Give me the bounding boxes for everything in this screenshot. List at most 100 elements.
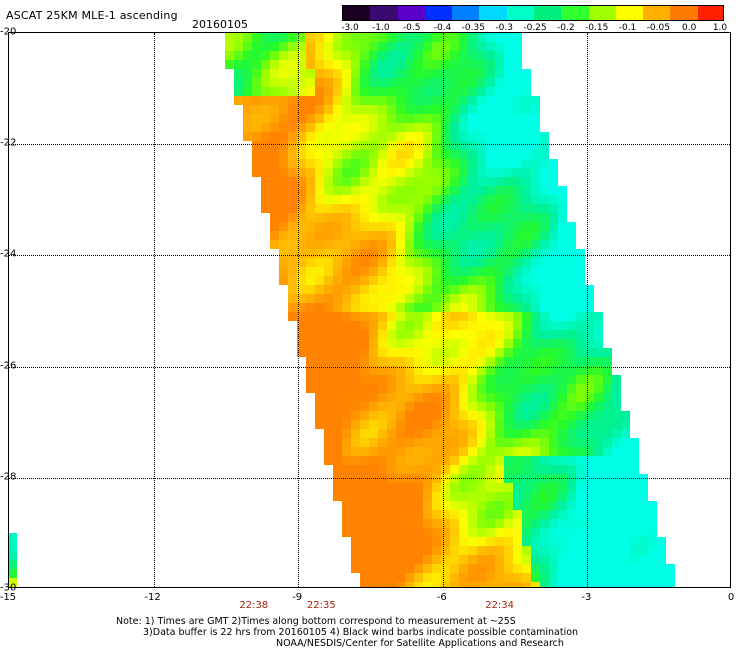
wind-cell bbox=[315, 312, 324, 321]
wind-cell bbox=[621, 510, 630, 519]
wind-cell bbox=[477, 528, 486, 537]
wind-cell bbox=[477, 249, 486, 258]
wind-cell bbox=[603, 366, 612, 375]
wind-cell bbox=[369, 78, 378, 87]
wind-cell bbox=[630, 573, 639, 582]
wind-cell bbox=[378, 141, 387, 150]
wind-cell bbox=[360, 114, 369, 123]
wind-cell bbox=[252, 132, 261, 141]
wind-cell bbox=[297, 150, 306, 159]
wind-cell bbox=[432, 33, 441, 42]
wind-cell bbox=[306, 240, 315, 249]
wind-cell bbox=[306, 276, 315, 285]
wind-cell bbox=[522, 240, 531, 249]
wind-cell bbox=[333, 69, 342, 78]
wind-cell bbox=[558, 267, 567, 276]
wind-cell bbox=[531, 249, 540, 258]
wind-cell bbox=[477, 420, 486, 429]
wind-cell bbox=[261, 69, 270, 78]
wind-cell bbox=[459, 123, 468, 132]
wind-cell bbox=[459, 186, 468, 195]
wind-cell bbox=[540, 213, 549, 222]
wind-cell bbox=[468, 267, 477, 276]
wind-cell bbox=[234, 42, 243, 51]
wind-cell bbox=[504, 312, 513, 321]
wind-cell bbox=[585, 339, 594, 348]
wind-cell bbox=[522, 357, 531, 366]
wind-cell bbox=[603, 555, 612, 564]
wind-cell bbox=[459, 267, 468, 276]
wind-cell bbox=[396, 393, 405, 402]
wind-cell bbox=[576, 555, 585, 564]
wind-cell bbox=[414, 213, 423, 222]
wind-cell bbox=[468, 105, 477, 114]
wind-cell bbox=[414, 303, 423, 312]
wind-cell bbox=[450, 69, 459, 78]
wind-cell bbox=[585, 555, 594, 564]
wind-cell bbox=[288, 33, 297, 42]
wind-cell bbox=[504, 384, 513, 393]
wind-cell bbox=[423, 231, 432, 240]
wind-cell bbox=[423, 60, 432, 69]
wind-cell bbox=[522, 168, 531, 177]
wind-cell bbox=[558, 456, 567, 465]
wind-cell bbox=[540, 582, 549, 587]
wind-cell bbox=[396, 510, 405, 519]
wind-cell bbox=[360, 357, 369, 366]
wind-cell bbox=[549, 159, 558, 168]
wind-cell bbox=[594, 429, 603, 438]
wind-cell bbox=[378, 105, 387, 114]
wind-cell bbox=[558, 438, 567, 447]
wind-cell bbox=[378, 546, 387, 555]
wind-cell bbox=[288, 231, 297, 240]
wind-cell bbox=[288, 177, 297, 186]
wind-cell bbox=[360, 312, 369, 321]
wind-cell bbox=[405, 276, 414, 285]
wind-cell bbox=[315, 51, 324, 60]
wind-cell bbox=[423, 573, 432, 582]
wind-cell bbox=[621, 411, 630, 420]
wind-cell bbox=[360, 537, 369, 546]
wind-cell bbox=[270, 69, 279, 78]
wind-cell bbox=[369, 456, 378, 465]
wind-cell bbox=[576, 546, 585, 555]
wind-cell bbox=[396, 222, 405, 231]
wind-cell bbox=[333, 105, 342, 114]
wind-cell bbox=[387, 510, 396, 519]
wind-cell bbox=[333, 177, 342, 186]
wind-cell bbox=[495, 186, 504, 195]
wind-cell bbox=[333, 438, 342, 447]
wind-cell bbox=[414, 420, 423, 429]
wind-cell bbox=[279, 276, 288, 285]
wind-cell bbox=[450, 501, 459, 510]
wind-cell bbox=[387, 483, 396, 492]
wind-cell bbox=[387, 582, 396, 587]
wind-cell bbox=[495, 249, 504, 258]
wind-cell bbox=[378, 393, 387, 402]
wind-cell bbox=[459, 141, 468, 150]
wind-cell bbox=[522, 564, 531, 573]
wind-cell bbox=[414, 501, 423, 510]
wind-cell bbox=[351, 267, 360, 276]
wind-cell bbox=[549, 510, 558, 519]
wind-cell bbox=[441, 60, 450, 69]
wind-cell bbox=[540, 375, 549, 384]
wind-cell bbox=[333, 276, 342, 285]
wind-cell bbox=[324, 204, 333, 213]
wind-cell bbox=[279, 150, 288, 159]
wind-cell bbox=[504, 105, 513, 114]
wind-cell bbox=[405, 357, 414, 366]
wind-cell bbox=[432, 159, 441, 168]
wind-cell bbox=[459, 528, 468, 537]
wind-cell bbox=[414, 240, 423, 249]
wind-cell bbox=[261, 177, 270, 186]
wind-cell bbox=[477, 393, 486, 402]
wind-cell bbox=[513, 375, 522, 384]
wind-cell bbox=[594, 438, 603, 447]
wind-cell bbox=[297, 231, 306, 240]
wind-cell bbox=[540, 267, 549, 276]
wind-cell bbox=[432, 456, 441, 465]
wind-cell bbox=[306, 303, 315, 312]
wind-cell bbox=[513, 78, 522, 87]
wind-cell bbox=[369, 321, 378, 330]
